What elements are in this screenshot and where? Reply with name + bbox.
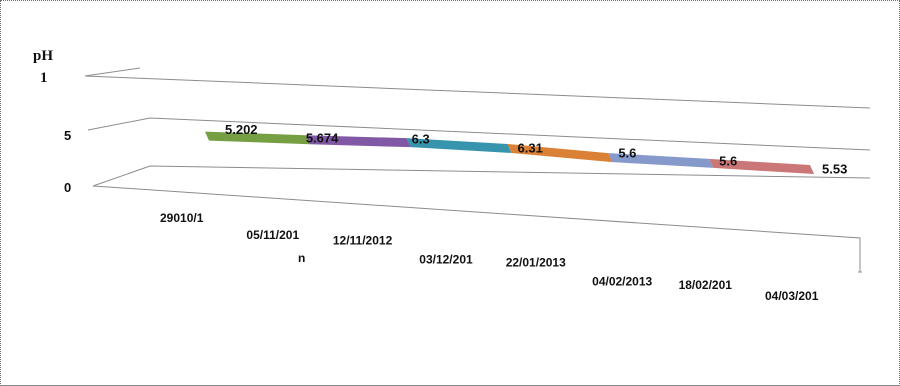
data-label: 5.6	[618, 146, 636, 161]
category-label: 05/11/201	[246, 228, 299, 242]
ribbon-segment	[608, 153, 714, 168]
gridline-mid	[87, 117, 871, 151]
wall-edge	[84, 67, 141, 77]
gridline-base	[92, 165, 871, 187]
category-label: 03/12/201	[419, 252, 473, 266]
data-label: 5.6	[719, 153, 737, 168]
data-label: 5.53	[822, 162, 847, 177]
ribbon-segment	[507, 143, 613, 163]
floor-edge	[92, 185, 861, 272]
y-axis-title: pH	[33, 48, 53, 64]
category-stray-mark: n	[298, 251, 305, 265]
ribbon-segment	[305, 135, 411, 148]
ribbon-segment	[709, 158, 814, 175]
category-label: 04/02/2013	[592, 275, 652, 289]
data-label: 6.31	[518, 140, 543, 155]
y-tick-label: 5	[64, 128, 71, 143]
gridline-top	[84, 75, 871, 109]
category-axis-labels: 29010/1 05/11/201 12/11/2012 03/12/201 22/01…	[160, 211, 819, 303]
data-label: 6.3	[412, 132, 430, 147]
ribbon-segment	[205, 131, 310, 145]
category-label: 18/02/201	[679, 278, 733, 292]
category-label: 04/03/201	[765, 289, 819, 303]
data-labels: 5.202 5.674 6.3 6.31 5.6 5.6 5.53	[225, 122, 847, 176]
category-label: 12/11/2012	[333, 233, 393, 247]
ribbon-segment	[406, 138, 512, 153]
y-axis-title-extra: 1	[40, 70, 48, 86]
category-label: 22/01/2013	[506, 256, 566, 270]
data-label: 5.202	[225, 122, 258, 137]
y-tick-label: 0	[64, 180, 71, 195]
chart-floor	[92, 185, 862, 273]
category-label: 29010/1	[160, 211, 204, 225]
data-label: 5.674	[306, 131, 339, 146]
chart-walls	[84, 67, 871, 187]
ph-ribbon-series	[205, 131, 814, 175]
